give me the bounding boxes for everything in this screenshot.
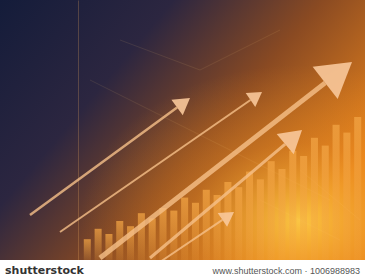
bar	[203, 190, 210, 260]
arrows	[30, 62, 352, 262]
bar	[159, 208, 166, 260]
bar	[268, 161, 275, 260]
chart: shutterstock www.shutterstock.com · 10069…	[0, 0, 365, 280]
bar	[138, 213, 145, 260]
bar	[354, 117, 361, 260]
bar	[343, 133, 350, 260]
arrow	[160, 212, 234, 262]
bar	[289, 151, 296, 260]
y-axis	[78, 1, 79, 261]
arrow-shaft	[150, 144, 285, 258]
arrow-head	[313, 62, 352, 99]
arrow-shaft	[160, 220, 222, 262]
network-line	[200, 30, 280, 70]
logo: shutterstock	[5, 264, 84, 277]
bar	[257, 179, 264, 260]
bar	[333, 125, 340, 260]
arrow-shaft	[100, 83, 325, 258]
background	[0, 0, 365, 260]
bar	[192, 203, 199, 260]
bar	[311, 138, 318, 260]
bar	[246, 172, 253, 260]
bar	[235, 187, 242, 260]
network-line	[120, 40, 200, 70]
glow	[0, 0, 365, 260]
arrow-head	[246, 92, 262, 107]
axis-line	[78, 1, 79, 261]
bar	[278, 169, 285, 260]
network-line	[90, 80, 150, 110]
arrow-shaft	[30, 107, 177, 215]
bar	[84, 239, 91, 260]
credit: www.shutterstock.com · 1006988983	[211, 266, 360, 276]
arrow-head	[171, 98, 190, 115]
arrow-head	[218, 212, 234, 227]
footer	[0, 260, 365, 280]
network-line	[300, 170, 360, 220]
network-line	[150, 110, 230, 150]
bar	[300, 156, 307, 260]
bar	[322, 146, 329, 260]
arrow	[150, 130, 302, 258]
arrow-head	[277, 130, 302, 154]
arrow	[100, 62, 352, 258]
